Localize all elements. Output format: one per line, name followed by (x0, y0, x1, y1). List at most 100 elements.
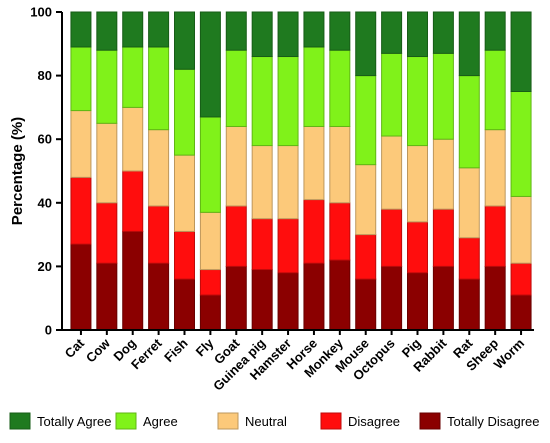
bar-segment-cow-totally-disagree (96, 262, 118, 331)
bar-segment-worm-neutral (510, 195, 532, 264)
bar-segment-fish-neutral (174, 154, 195, 232)
bar-segment-rabbit-neutral (432, 138, 454, 210)
y-tick-label: 20 (38, 259, 52, 274)
bar-segment-cow-totally-agree (96, 11, 118, 51)
y-tick-label: 0 (45, 323, 52, 338)
legend-label: Neutral (245, 414, 287, 429)
bar-segment-octopus-agree (381, 52, 403, 137)
bar-segment-worm-disagree (510, 262, 532, 296)
bar-segment-cow-neutral (96, 122, 118, 204)
bar-segment-guinea-pig-totally-disagree (251, 269, 273, 331)
bar-segment-guinea-pig-agree (251, 56, 273, 147)
bar-segment-rabbit-totally-agree (432, 11, 454, 54)
bar-segment-pig-totally-agree (407, 11, 428, 58)
bar-segment-ferret-disagree (148, 205, 170, 264)
bar-segment-dog-agree (122, 46, 144, 108)
bar-segment-rat-neutral (458, 167, 480, 239)
bar-segment-monkey-totally-disagree (329, 259, 351, 331)
bar-segment-ferret-totally-disagree (148, 262, 170, 331)
bar-segment-fish-agree (174, 68, 195, 156)
legend-label: Disagree (348, 414, 400, 429)
legend: Totally Agree Agree Neutral Disagree Totally… (9, 412, 540, 430)
bar-segment-hamster-totally-agree (277, 11, 299, 58)
legend-label: Agree (143, 414, 178, 429)
bar-segment-ferret-agree (148, 46, 170, 131)
legend-swatch-agree (115, 412, 137, 430)
legend-swatch-neutral (217, 412, 239, 430)
y-tick-label: 60 (38, 132, 52, 147)
bar-segment-rabbit-disagree (432, 208, 454, 267)
y-tick-label: 80 (38, 68, 52, 83)
bar-segment-ferret-neutral (148, 129, 170, 207)
bar-segment-worm-totally-agree (510, 11, 532, 92)
bar-segment-guinea-pig-neutral (251, 145, 273, 220)
bar-segment-octopus-disagree (381, 208, 403, 267)
x-tick-label: Cow (83, 335, 114, 366)
y-tick-label: 100 (30, 5, 52, 20)
bar-segment-sheep-totally-disagree (484, 265, 506, 331)
bar-segment-cow-disagree (96, 202, 118, 264)
bar-segment-cat-disagree (70, 176, 92, 245)
bar-segment-sheep-agree (484, 49, 506, 131)
bar-segment-fish-totally-disagree (174, 278, 195, 331)
bar-segment-monkey-neutral (329, 125, 351, 204)
bar-segment-horse-disagree (303, 199, 325, 264)
legend-label: Totally Disagree (447, 414, 540, 429)
bar-segment-octopus-totally-agree (381, 11, 403, 54)
bar-segment-horse-totally-agree (303, 11, 325, 48)
bar-segment-mouse-totally-disagree (355, 278, 377, 331)
bar-segment-fly-disagree (199, 269, 221, 296)
bar-segment-monkey-disagree (329, 202, 351, 261)
bar-segment-dog-totally-disagree (122, 230, 144, 331)
legend-label: Totally Agree (37, 414, 111, 429)
bar-segment-hamster-neutral (277, 145, 299, 220)
bar-segment-pig-neutral (407, 145, 428, 223)
bar-segment-worm-agree (510, 91, 532, 197)
bar-segment-guinea-pig-totally-agree (251, 11, 273, 58)
bar-segment-rat-totally-agree (458, 11, 480, 77)
bar-segment-fly-totally-agree (199, 11, 221, 118)
bar-segment-goat-totally-disagree (225, 265, 247, 331)
bar-segment-sheep-totally-agree (484, 11, 506, 51)
bar-segment-cat-totally-disagree (70, 243, 92, 331)
bar-segment-hamster-totally-disagree (277, 272, 299, 331)
y-axis-title: Percentage (%) (9, 117, 26, 225)
bar-segment-goat-agree (225, 49, 247, 127)
x-tick-label: Cat (62, 335, 88, 361)
bar-segment-ferret-totally-agree (148, 11, 170, 48)
bar-segment-pig-totally-disagree (407, 272, 428, 331)
bar-segment-cat-totally-agree (70, 11, 92, 48)
bar-segment-fish-totally-agree (174, 11, 195, 70)
x-tick-label: Ferret (128, 335, 165, 372)
bar-segment-fly-agree (199, 116, 221, 213)
bar-segment-dog-totally-agree (122, 11, 144, 48)
y-tick-label: 40 (38, 195, 52, 210)
bar-segment-cow-agree (96, 49, 118, 124)
bar-segment-cat-agree (70, 46, 92, 112)
bar-segment-octopus-totally-disagree (381, 265, 403, 331)
bar-segment-horse-totally-disagree (303, 262, 325, 331)
bar-segment-mouse-agree (355, 75, 377, 166)
bar-segment-dog-disagree (122, 170, 144, 232)
bar-segment-mouse-neutral (355, 164, 377, 236)
bar-segment-mouse-totally-agree (355, 11, 377, 77)
bar-segment-fly-neutral (199, 211, 221, 271)
bar-segment-horse-neutral (303, 125, 325, 201)
bar-segment-goat-totally-agree (225, 11, 247, 51)
bar-segment-guinea-pig-disagree (251, 218, 273, 271)
bar-segment-monkey-totally-agree (329, 11, 351, 51)
bar-segment-rabbit-agree (432, 52, 454, 140)
bar-segment-fish-disagree (174, 230, 195, 280)
bar-segment-cat-neutral (70, 110, 92, 178)
bar-segment-monkey-agree (329, 49, 351, 127)
bar-segment-pig-agree (407, 56, 428, 147)
bar-segment-horse-agree (303, 46, 325, 127)
bar-segment-rat-totally-disagree (458, 278, 480, 331)
bar-segment-goat-disagree (225, 205, 247, 267)
bar-segment-fly-totally-disagree (199, 294, 221, 331)
bar-segment-goat-neutral (225, 125, 247, 207)
legend-swatch-disagree (320, 412, 342, 430)
x-tick-label: Fish (161, 335, 191, 365)
